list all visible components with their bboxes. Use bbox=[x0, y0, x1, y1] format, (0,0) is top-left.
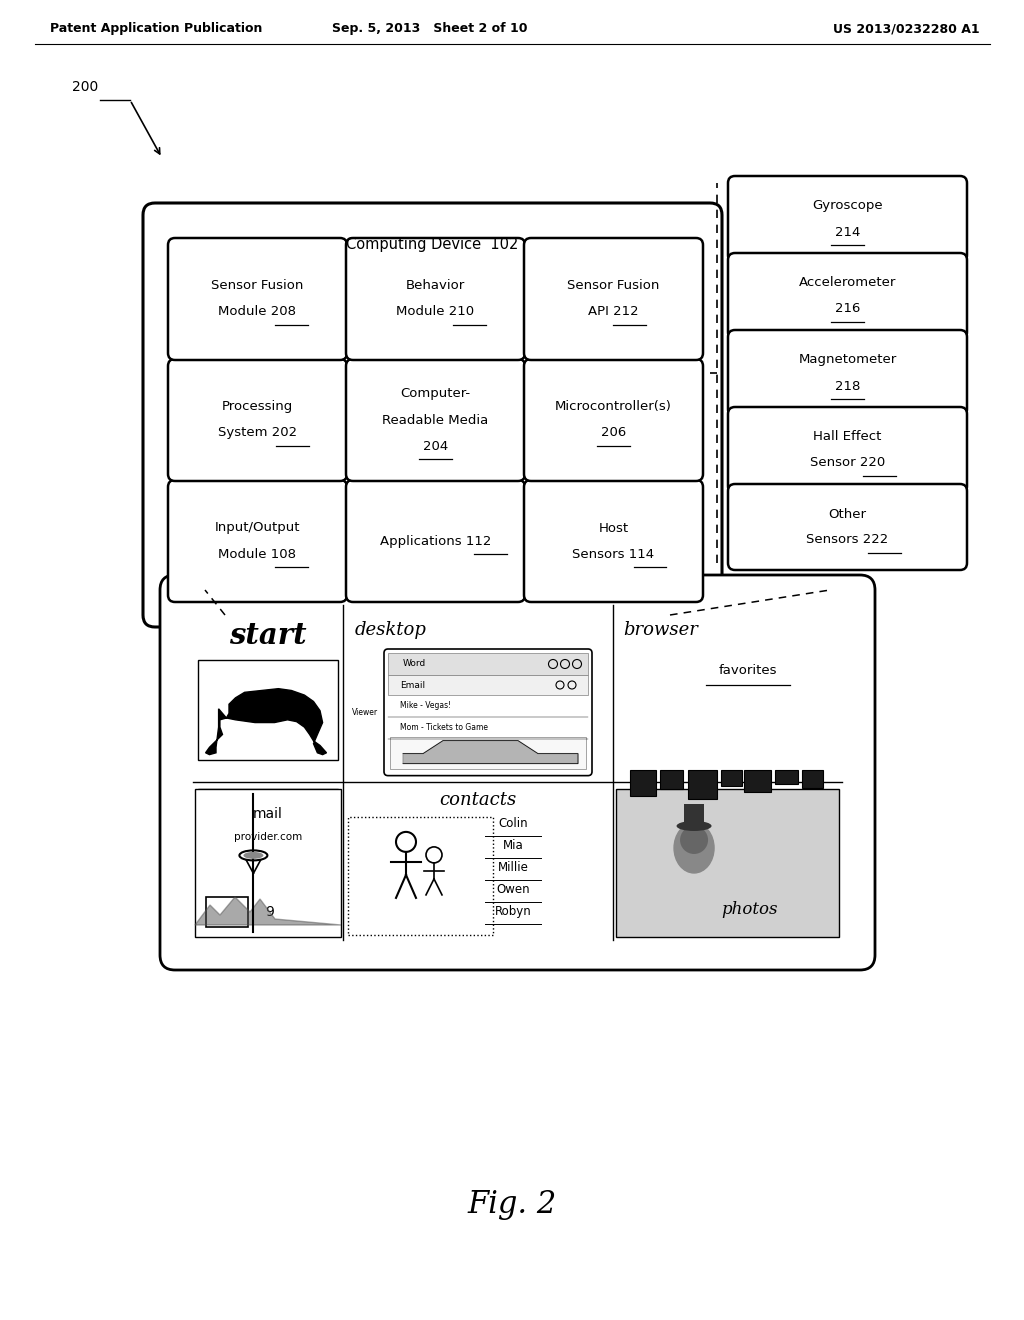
Text: photos: photos bbox=[722, 900, 778, 917]
Text: Sensor 220: Sensor 220 bbox=[810, 457, 885, 470]
Text: Colin: Colin bbox=[499, 817, 527, 830]
Text: favorites: favorites bbox=[718, 664, 777, 677]
Text: provider.com: provider.com bbox=[233, 832, 302, 842]
Text: Module 208: Module 208 bbox=[218, 305, 297, 318]
Bar bbox=[195, 788, 341, 937]
Text: Host: Host bbox=[598, 521, 629, 535]
Bar bbox=[348, 817, 493, 935]
Bar bbox=[659, 770, 683, 789]
Text: contacts: contacts bbox=[439, 791, 517, 809]
Bar bbox=[388, 653, 588, 675]
FancyBboxPatch shape bbox=[160, 576, 874, 970]
Text: Microcontroller(s): Microcontroller(s) bbox=[555, 400, 672, 413]
Text: Owen: Owen bbox=[497, 883, 529, 896]
Text: Word: Word bbox=[403, 660, 426, 668]
Text: Millie: Millie bbox=[498, 861, 528, 874]
Text: Mom - Tickets to Game: Mom - Tickets to Game bbox=[400, 723, 488, 733]
FancyBboxPatch shape bbox=[384, 649, 592, 776]
Polygon shape bbox=[403, 741, 578, 764]
Text: Hall Effect: Hall Effect bbox=[813, 430, 882, 444]
FancyBboxPatch shape bbox=[346, 359, 525, 480]
Text: Computing Device  102: Computing Device 102 bbox=[346, 238, 519, 252]
Text: 216: 216 bbox=[835, 302, 860, 315]
Text: Mike - Vegas!: Mike - Vegas! bbox=[400, 701, 452, 710]
Bar bbox=[630, 770, 655, 796]
Text: Sensors 222: Sensors 222 bbox=[806, 533, 889, 546]
Text: Input/Output: Input/Output bbox=[215, 521, 300, 535]
Text: Magnetometer: Magnetometer bbox=[799, 354, 897, 367]
Ellipse shape bbox=[244, 851, 263, 859]
Text: 206: 206 bbox=[601, 426, 626, 440]
Text: start: start bbox=[229, 620, 307, 649]
Text: Sensor Fusion: Sensor Fusion bbox=[567, 280, 659, 293]
Text: Sensor Fusion: Sensor Fusion bbox=[211, 280, 304, 293]
Ellipse shape bbox=[680, 826, 708, 854]
FancyBboxPatch shape bbox=[728, 484, 967, 570]
Text: Email: Email bbox=[400, 681, 425, 689]
Bar bbox=[774, 770, 798, 784]
FancyBboxPatch shape bbox=[168, 238, 347, 360]
Bar bbox=[744, 770, 771, 792]
Text: 218: 218 bbox=[835, 380, 860, 392]
Bar bbox=[198, 660, 338, 759]
Text: mail: mail bbox=[253, 807, 283, 821]
Text: Computer-: Computer- bbox=[400, 388, 471, 400]
FancyBboxPatch shape bbox=[168, 359, 347, 480]
Text: Sep. 5, 2013   Sheet 2 of 10: Sep. 5, 2013 Sheet 2 of 10 bbox=[332, 22, 527, 36]
FancyBboxPatch shape bbox=[524, 238, 703, 360]
Text: Applications 112: Applications 112 bbox=[380, 535, 492, 548]
Text: Readable Media: Readable Media bbox=[382, 413, 488, 426]
FancyBboxPatch shape bbox=[524, 480, 703, 602]
Text: Viewer: Viewer bbox=[352, 708, 378, 717]
FancyBboxPatch shape bbox=[143, 203, 722, 627]
Text: Module 108: Module 108 bbox=[218, 548, 297, 561]
Text: API 212: API 212 bbox=[588, 305, 639, 318]
FancyBboxPatch shape bbox=[346, 238, 525, 360]
Bar bbox=[616, 788, 839, 937]
Text: browser: browser bbox=[623, 620, 698, 639]
Text: Other: Other bbox=[828, 507, 866, 520]
Polygon shape bbox=[195, 898, 341, 925]
Text: Gyroscope: Gyroscope bbox=[812, 199, 883, 213]
FancyBboxPatch shape bbox=[728, 330, 967, 416]
FancyBboxPatch shape bbox=[728, 253, 967, 339]
Text: Module 210: Module 210 bbox=[396, 305, 474, 318]
Ellipse shape bbox=[677, 821, 712, 832]
Bar bbox=[390, 737, 586, 768]
Bar bbox=[206, 898, 248, 927]
Bar bbox=[388, 675, 588, 696]
Bar bbox=[688, 770, 717, 800]
FancyBboxPatch shape bbox=[346, 480, 525, 602]
Text: desktop: desktop bbox=[355, 620, 427, 639]
Text: 214: 214 bbox=[835, 226, 860, 239]
Text: Mia: Mia bbox=[503, 840, 523, 853]
FancyBboxPatch shape bbox=[728, 407, 967, 492]
Text: Fig. 2: Fig. 2 bbox=[467, 1189, 557, 1221]
Text: 200: 200 bbox=[72, 81, 98, 94]
Text: Patent Application Publication: Patent Application Publication bbox=[50, 22, 262, 36]
Text: Processing: Processing bbox=[222, 400, 293, 413]
Bar bbox=[802, 770, 823, 788]
FancyBboxPatch shape bbox=[168, 480, 347, 602]
Polygon shape bbox=[206, 689, 327, 755]
Text: Robyn: Robyn bbox=[495, 906, 531, 919]
Ellipse shape bbox=[674, 822, 714, 873]
Bar bbox=[198, 788, 338, 935]
FancyBboxPatch shape bbox=[728, 176, 967, 261]
Text: Behavior: Behavior bbox=[406, 280, 465, 293]
Text: Sensors 114: Sensors 114 bbox=[572, 548, 654, 561]
Text: System 202: System 202 bbox=[218, 426, 297, 440]
Text: 204: 204 bbox=[423, 440, 449, 453]
Text: Accelerometer: Accelerometer bbox=[799, 276, 896, 289]
FancyBboxPatch shape bbox=[524, 359, 703, 480]
Text: 9: 9 bbox=[265, 906, 274, 919]
Text: US 2013/0232280 A1: US 2013/0232280 A1 bbox=[834, 22, 980, 36]
Bar bbox=[721, 770, 741, 787]
Bar bbox=[684, 804, 705, 826]
